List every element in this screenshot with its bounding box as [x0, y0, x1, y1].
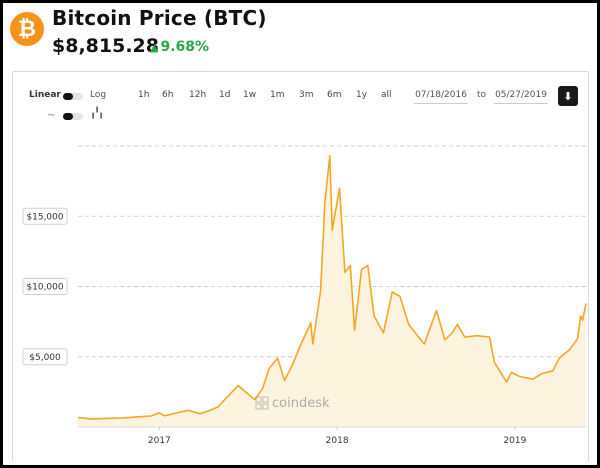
line-chart-icon[interactable]: ∼	[47, 110, 56, 121]
range-button-1h[interactable]: 1h	[138, 90, 150, 100]
range-button-6m[interactable]: 6m	[327, 90, 342, 100]
price-change: ▲ 9.68%	[150, 39, 209, 55]
y-tick-label: $15,000	[26, 212, 63, 222]
x-tick-label: 2017	[148, 436, 171, 446]
y-tick-label: $5,000	[29, 353, 61, 363]
range-button-3m[interactable]: 3m	[299, 90, 314, 100]
y-tick-box	[22, 278, 68, 295]
coindesk-watermark	[255, 396, 269, 410]
x-tick-label: 2018	[326, 436, 349, 446]
up-arrow-icon: ▲	[150, 41, 159, 54]
chart-panel	[12, 71, 589, 462]
range-button-1d[interactable]: 1d	[219, 90, 231, 100]
coindesk-logo-icon	[255, 403, 262, 410]
y-tick-box	[22, 348, 68, 366]
y-tick-box	[22, 207, 68, 225]
range-button-1y[interactable]: 1y	[356, 90, 368, 100]
current-price: $8,815.28	[52, 35, 159, 57]
date-from-input[interactable]: 07/18/2016	[414, 86, 468, 104]
date-to-label: to	[477, 90, 487, 100]
range-button-1m[interactable]: 1m	[270, 90, 285, 100]
linear-scale-label[interactable]: Linear	[29, 90, 61, 100]
price-line	[77, 155, 587, 420]
range-button-12h[interactable]: 12h	[189, 90, 207, 100]
scale-toggle[interactable]	[63, 93, 83, 100]
coindesk-logo-icon	[262, 403, 269, 410]
range-button-all[interactable]: all	[381, 90, 392, 100]
range-button-1w[interactable]: 1w	[243, 90, 257, 100]
log-scale-label[interactable]: Log	[90, 90, 107, 100]
chart-type-toggle[interactable]	[63, 113, 83, 120]
candlestick-icon[interactable]: ╻╹╻	[90, 108, 104, 119]
x-tick-label: 2019	[503, 436, 526, 446]
range-button-6h[interactable]: 6h	[162, 90, 174, 100]
toggle-knob	[63, 113, 73, 120]
bitcoin-logo-icon: ₿	[10, 12, 44, 46]
price-change-value: 9.68%	[160, 39, 210, 55]
watermark-text: coindesk	[272, 396, 330, 411]
price-area	[78, 155, 586, 428]
toggle-knob	[63, 93, 73, 100]
coindesk-logo-icon	[262, 396, 269, 403]
date-to-input[interactable]: 05/27/2019	[494, 86, 548, 104]
y-tick-label: $10,000	[26, 283, 63, 293]
download-button[interactable]: ⬇	[558, 86, 578, 106]
page-title: Bitcoin Price (BTC)	[52, 6, 267, 30]
coindesk-logo-icon	[255, 396, 262, 403]
